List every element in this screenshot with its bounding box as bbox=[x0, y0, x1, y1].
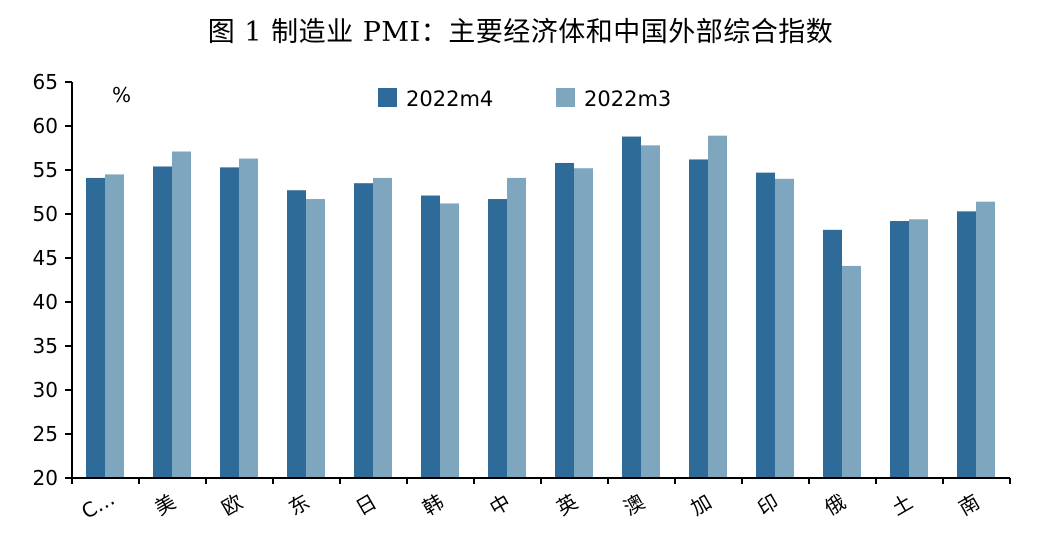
y-axis-unit-label: % bbox=[112, 83, 131, 107]
bar-2022m4-8 bbox=[622, 136, 641, 478]
y-tick-label: 65 bbox=[33, 70, 58, 94]
chart-title: 图 1 制造业 PMI：主要经济体和中国外部综合指数 bbox=[207, 17, 834, 48]
bar-2022m3-12 bbox=[909, 219, 928, 478]
y-tick-label: 50 bbox=[33, 202, 58, 226]
y-tick-label: 30 bbox=[33, 378, 58, 402]
x-tick-label: 东 bbox=[284, 489, 313, 520]
bar-2022m4-0 bbox=[86, 177, 105, 479]
bar-2022m3-7 bbox=[574, 168, 593, 479]
x-tick-label: 韩 bbox=[418, 489, 447, 520]
bar-2022m4-12 bbox=[890, 221, 909, 479]
bar-2022m4-10 bbox=[756, 172, 775, 478]
legend-label: 2022m4 bbox=[406, 87, 493, 111]
bars-layer bbox=[86, 135, 995, 479]
bar-2022m4-1 bbox=[153, 166, 172, 479]
bar-2022m3-4 bbox=[373, 177, 392, 479]
bar-2022m4-7 bbox=[555, 162, 574, 478]
y-tick-label: 25 bbox=[33, 422, 58, 446]
bar-2022m4-6 bbox=[488, 199, 507, 479]
bar-2022m3-9 bbox=[708, 135, 727, 478]
legend-swatch-2022m4 bbox=[378, 88, 397, 107]
bar-2022m4-13 bbox=[957, 211, 976, 479]
bar-2022m3-6 bbox=[507, 177, 526, 479]
bar-2022m3-1 bbox=[172, 151, 191, 478]
x-tick-label: C… bbox=[77, 486, 118, 524]
bar-2022m3-13 bbox=[976, 201, 995, 478]
x-tick-label: 澳 bbox=[619, 489, 648, 520]
axes-layer bbox=[65, 81, 1011, 484]
x-tick-label: 加 bbox=[686, 489, 715, 520]
y-tick-label: 60 bbox=[33, 114, 58, 138]
legend: 2022m4 2022m3 bbox=[378, 87, 671, 111]
x-tick-label: 俄 bbox=[820, 489, 849, 520]
bar-2022m4-4 bbox=[354, 183, 373, 478]
legend-swatch-2022m3 bbox=[556, 88, 575, 107]
y-tick-label: 55 bbox=[33, 158, 58, 182]
y-tick-label: 45 bbox=[33, 246, 58, 270]
x-tick-label: 欧 bbox=[217, 489, 246, 520]
x-tick-label: 美 bbox=[150, 489, 179, 520]
x-tick-label: 中 bbox=[485, 489, 514, 520]
bar-2022m3-10 bbox=[775, 178, 794, 479]
x-tick-label: 印 bbox=[753, 489, 782, 520]
x-tick-label: 英 bbox=[552, 489, 581, 520]
x-tick-label: 南 bbox=[954, 489, 983, 520]
y-tick-label: 40 bbox=[33, 290, 58, 314]
bar-2022m4-2 bbox=[220, 167, 239, 479]
bar-2022m3-0 bbox=[105, 174, 124, 478]
x-tick-label: 土 bbox=[887, 489, 916, 520]
bar-2022m4-9 bbox=[689, 159, 708, 478]
bar-2022m3-5 bbox=[440, 203, 459, 478]
y-tick-label: 35 bbox=[33, 334, 58, 358]
bar-2022m3-8 bbox=[641, 145, 660, 479]
bar-2022m3-11 bbox=[842, 265, 861, 478]
bar-2022m3-2 bbox=[239, 158, 258, 478]
y-tick-label: 20 bbox=[33, 466, 58, 490]
bar-2022m3-3 bbox=[306, 199, 325, 479]
legend-label: 2022m3 bbox=[584, 87, 671, 111]
x-tick-label: 日 bbox=[351, 489, 380, 520]
bar-2022m4-3 bbox=[287, 190, 306, 479]
bar-2022m4-5 bbox=[421, 195, 440, 478]
bar-2022m4-11 bbox=[823, 229, 842, 478]
